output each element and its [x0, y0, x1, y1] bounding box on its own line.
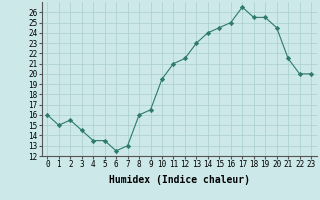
X-axis label: Humidex (Indice chaleur): Humidex (Indice chaleur) [109, 175, 250, 185]
